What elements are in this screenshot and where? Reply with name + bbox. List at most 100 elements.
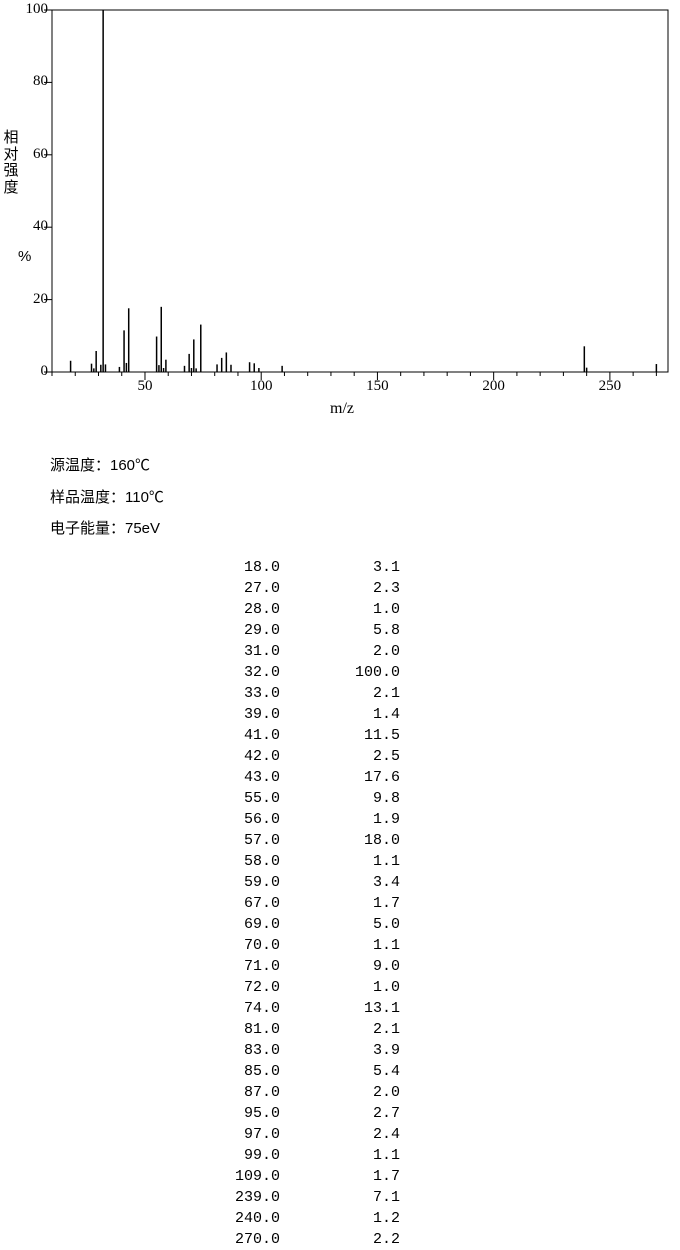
x-tick-label: 200: [482, 378, 505, 395]
mz-cell: 69.0: [0, 914, 280, 935]
table-row: 240.01.2: [0, 1208, 680, 1229]
intensity-cell: 1.2: [280, 1208, 400, 1229]
table-row: 55.09.8: [0, 788, 680, 809]
table-row: 74.013.1: [0, 998, 680, 1019]
intensity-cell: 2.0: [280, 641, 400, 662]
intensity-cell: 5.4: [280, 1061, 400, 1082]
mz-cell: 87.0: [0, 1082, 280, 1103]
table-row: 32.0100.0: [0, 662, 680, 683]
mz-cell: 85.0: [0, 1061, 280, 1082]
table-row: 71.09.0: [0, 956, 680, 977]
mz-cell: 99.0: [0, 1145, 280, 1166]
electron-energy: 电子能量：75eV: [50, 513, 680, 545]
table-row: 29.05.8: [0, 620, 680, 641]
y-tick-label: 0: [18, 363, 48, 380]
intensity-cell: 1.4: [280, 704, 400, 725]
table-row: 43.017.6: [0, 767, 680, 788]
intensity-cell: 2.1: [280, 683, 400, 704]
intensity-cell: 9.0: [280, 956, 400, 977]
metadata-block: 源温度：160℃ 样品温度：110℃ 电子能量：75eV: [50, 450, 680, 545]
intensity-cell: 1.7: [280, 893, 400, 914]
mz-cell: 70.0: [0, 935, 280, 956]
mz-cell: 29.0: [0, 620, 280, 641]
mz-cell: 97.0: [0, 1124, 280, 1145]
x-tick-label: 150: [366, 378, 389, 395]
intensity-cell: 3.4: [280, 872, 400, 893]
intensity-cell: 18.0: [280, 830, 400, 851]
table-row: 28.01.0: [0, 599, 680, 620]
x-tick-label: 250: [599, 378, 622, 395]
intensity-cell: 5.0: [280, 914, 400, 935]
mz-cell: 28.0: [0, 599, 280, 620]
intensity-cell: 11.5: [280, 725, 400, 746]
mz-cell: 81.0: [0, 1019, 280, 1040]
mz-cell: 57.0: [0, 830, 280, 851]
table-row: 72.01.0: [0, 977, 680, 998]
intensity-cell: 100.0: [280, 662, 400, 683]
y-tick-label: 100: [18, 1, 48, 18]
mz-cell: 18.0: [0, 557, 280, 578]
mz-cell: 95.0: [0, 1103, 280, 1124]
table-row: 83.03.9: [0, 1040, 680, 1061]
x-tick-label: 50: [137, 378, 152, 395]
intensity-cell: 2.1: [280, 1019, 400, 1040]
table-row: 270.02.2: [0, 1229, 680, 1250]
intensity-cell: 2.5: [280, 746, 400, 767]
mz-cell: 72.0: [0, 977, 280, 998]
table-row: 33.02.1: [0, 683, 680, 704]
mz-cell: 58.0: [0, 851, 280, 872]
intensity-cell: 1.1: [280, 1145, 400, 1166]
x-tick-label: 100: [250, 378, 273, 395]
table-row: 18.03.1: [0, 557, 680, 578]
mz-cell: 32.0: [0, 662, 280, 683]
spectrum-svg: [0, 0, 680, 420]
table-row: 109.01.7: [0, 1166, 680, 1187]
sample-temp: 样品温度：110℃: [50, 482, 680, 514]
intensity-cell: 1.0: [280, 599, 400, 620]
mz-cell: 33.0: [0, 683, 280, 704]
mz-cell: 39.0: [0, 704, 280, 725]
intensity-cell: 2.0: [280, 1082, 400, 1103]
table-row: 56.01.9: [0, 809, 680, 830]
y-tick-label: 40: [18, 218, 48, 235]
table-row: 87.02.0: [0, 1082, 680, 1103]
table-row: 58.01.1: [0, 851, 680, 872]
intensity-cell: 3.9: [280, 1040, 400, 1061]
mz-cell: 59.0: [0, 872, 280, 893]
y-tick-label: 20: [18, 291, 48, 308]
intensity-cell: 7.1: [280, 1187, 400, 1208]
peak-data-table: 18.03.127.02.328.01.029.05.831.02.032.01…: [0, 557, 680, 1250]
mz-cell: 56.0: [0, 809, 280, 830]
intensity-cell: 2.4: [280, 1124, 400, 1145]
mz-cell: 74.0: [0, 998, 280, 1019]
mz-cell: 42.0: [0, 746, 280, 767]
table-row: 41.011.5: [0, 725, 680, 746]
intensity-cell: 13.1: [280, 998, 400, 1019]
table-row: 95.02.7: [0, 1103, 680, 1124]
intensity-cell: 17.6: [280, 767, 400, 788]
mz-cell: 240.0: [0, 1208, 280, 1229]
mz-cell: 67.0: [0, 893, 280, 914]
intensity-cell: 2.2: [280, 1229, 400, 1250]
table-row: 70.01.1: [0, 935, 680, 956]
mz-cell: 109.0: [0, 1166, 280, 1187]
intensity-cell: 5.8: [280, 620, 400, 641]
mass-spectrum-chart: 相对强度 % m/z 02040608010050100150200250: [0, 0, 680, 420]
intensity-cell: 1.1: [280, 935, 400, 956]
y-tick-label: 80: [18, 73, 48, 90]
table-row: 39.01.4: [0, 704, 680, 725]
y-tick-label: 60: [18, 146, 48, 163]
table-row: 69.05.0: [0, 914, 680, 935]
intensity-cell: 1.7: [280, 1166, 400, 1187]
table-row: 67.01.7: [0, 893, 680, 914]
intensity-cell: 2.7: [280, 1103, 400, 1124]
intensity-cell: 9.8: [280, 788, 400, 809]
intensity-cell: 1.9: [280, 809, 400, 830]
mz-cell: 31.0: [0, 641, 280, 662]
intensity-cell: 3.1: [280, 557, 400, 578]
mz-cell: 270.0: [0, 1229, 280, 1250]
table-row: 85.05.4: [0, 1061, 680, 1082]
intensity-cell: 1.0: [280, 977, 400, 998]
mz-cell: 43.0: [0, 767, 280, 788]
mz-cell: 27.0: [0, 578, 280, 599]
